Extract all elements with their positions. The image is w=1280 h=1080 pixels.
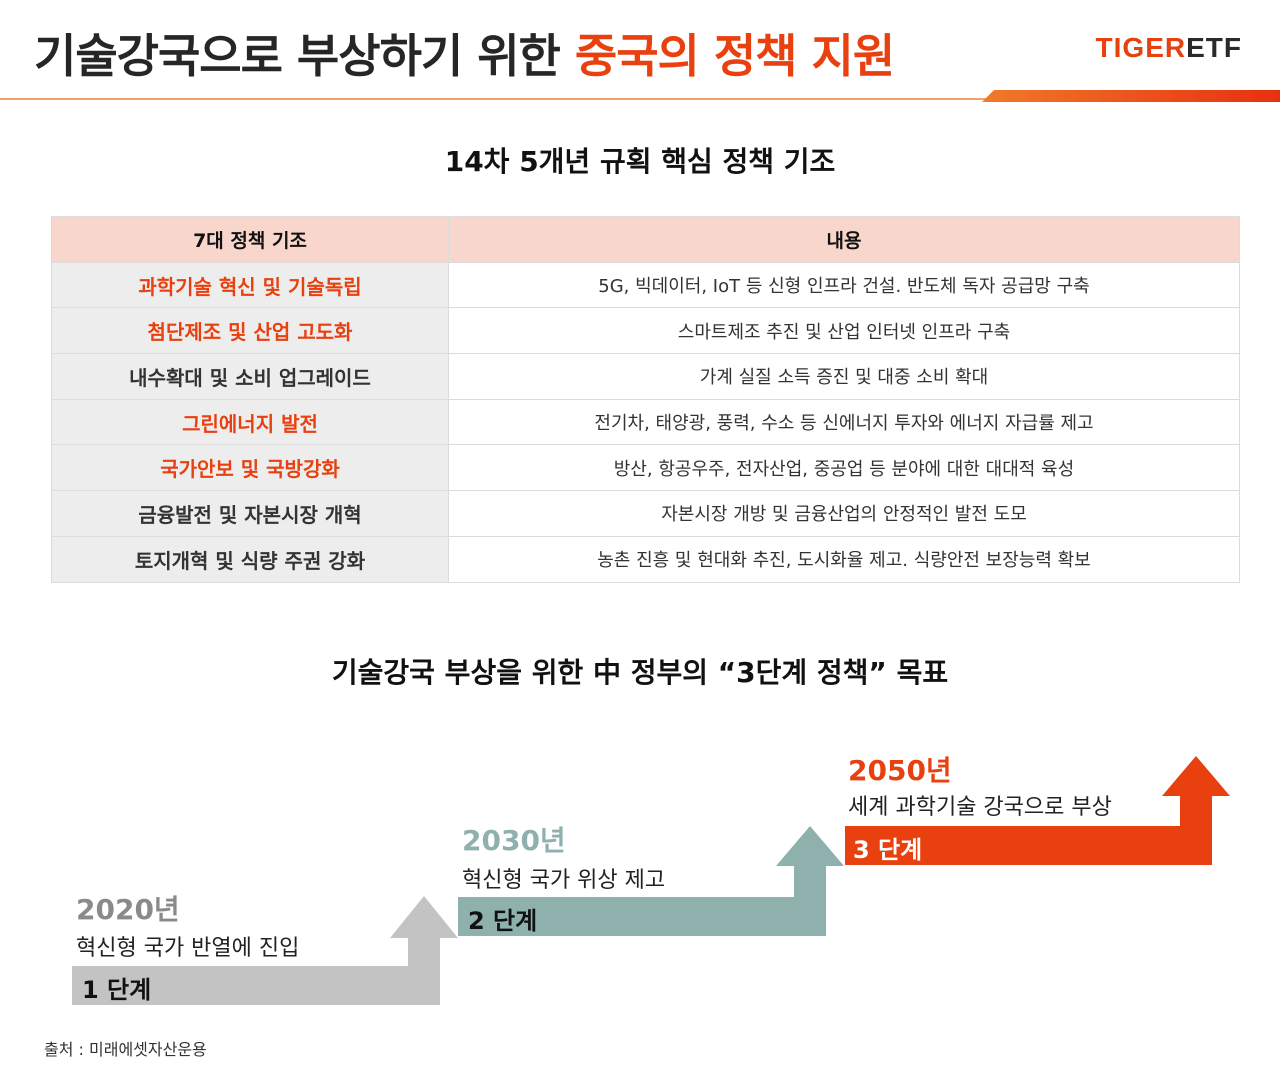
step-3-stage: 3 단계	[853, 836, 923, 864]
policy-cell: 내수확대 및 소비 업그레이드	[51, 353, 449, 400]
content-cell: 자본시장 개방 및 금융산업의 안정적인 발전 도모	[448, 490, 1240, 537]
step-2-arrow	[458, 826, 844, 936]
table-row: 내수확대 및 소비 업그레이드 가계 실질 소득 증진 및 대중 소비 확대	[51, 353, 1240, 400]
content-cell: 전기차, 태양광, 풍력, 수소 등 신에너지 투자와 에너지 자급률 제고	[448, 398, 1240, 446]
policy-table: 7대 정책 기조 내용 과학기술 혁신 및 기술독립 5G, 빅데이터, IoT …	[51, 216, 1240, 583]
policy-cell: 토지개혁 및 식량 주권 강화	[51, 535, 449, 583]
content-cell: 가계 실질 소득 증진 및 대중 소비 확대	[448, 353, 1240, 400]
table-row: 그린에너지 발전 전기차, 태양광, 풍력, 수소 등 신에너지 투자와 에너지 …	[51, 398, 1240, 446]
content-cell: 농촌 진흥 및 현대화 추진, 도시화율 제고. 식량안전 보장능력 확보	[448, 535, 1240, 583]
step-1-arrow	[72, 896, 458, 1005]
step-3-arrow	[845, 756, 1230, 865]
table-row: 토지개혁 및 식량 주권 강화 농촌 진흥 및 현대화 추진, 도시화율 제고. …	[51, 535, 1240, 583]
tiger-etf-logo: TIGERETF	[1096, 32, 1242, 64]
source-footnote: 출처 : 미래에셋자산운용	[44, 1040, 207, 1059]
logo-tiger-text: TIGER	[1095, 32, 1187, 63]
content-cell: 방산, 항공우주, 전자산업, 중공업 등 분야에 대한 대대적 육성	[448, 444, 1240, 492]
table-row: 국가안보 및 국방강화 방산, 항공우주, 전자산업, 중공업 등 분야에 대한 …	[51, 444, 1240, 492]
policy-cell: 그린에너지 발전	[51, 398, 449, 446]
step-2-year: 2030년	[462, 824, 566, 857]
content-cell: 5G, 빅데이터, IoT 등 신형 인프라 건설. 반도체 독자 공급망 구축	[448, 261, 1240, 309]
header-divider	[0, 98, 1280, 100]
policy-cell: 금융발전 및 자본시장 개혁	[51, 490, 449, 537]
step-3-year: 2050년	[848, 754, 952, 787]
content-cell: 스마트제조 추진 및 산업 인터넷 인프라 구축	[448, 307, 1240, 355]
step-1-desc: 혁신형 국가 반열에 진입	[76, 936, 300, 961]
page-title-prefix: 기술강국으로 부상하기 위한	[34, 29, 575, 83]
step-2-desc: 혁신형 국가 위상 제고	[462, 868, 666, 893]
policy-cell: 국가안보 및 국방강화	[51, 444, 449, 492]
page-title-highlight: 중국의 정책 지원	[574, 29, 895, 83]
step-1-year: 2020년	[76, 893, 180, 926]
page-title: 기술강국으로 부상하기 위한 중국의 정책 지원	[34, 20, 895, 86]
step-1-stage: 1 단계	[82, 976, 152, 1004]
header-accent-bar	[982, 90, 1280, 102]
table-body: 과학기술 혁신 및 기술독립 5G, 빅데이터, IoT 등 신형 인프라 건설.…	[51, 261, 1240, 583]
step-3-desc: 세계 과학기술 강국으로 부상	[848, 795, 1112, 820]
table-row: 첨단제조 및 산업 고도화 스마트제조 추진 및 산업 인터넷 인프라 구축	[51, 307, 1240, 355]
policy-cell: 첨단제조 및 산업 고도화	[51, 307, 449, 355]
table-header-row: 7대 정책 기조 내용	[51, 216, 1240, 263]
table-header-policy: 7대 정책 기조	[51, 216, 449, 263]
steps-section-title: 기술강국 부상을 위한 中 정부의 “3단계 정책” 목표	[331, 656, 949, 689]
table-header-content: 내용	[448, 216, 1240, 263]
logo-etf-text: ETF	[1186, 32, 1242, 63]
table-row: 금융발전 및 자본시장 개혁 자본시장 개방 및 금융산업의 안정적인 발전 도모	[51, 490, 1240, 537]
table-section-title: 14차 5개년 규획 핵심 정책 기조	[444, 145, 836, 178]
step-2-stage: 2 단계	[468, 907, 538, 935]
